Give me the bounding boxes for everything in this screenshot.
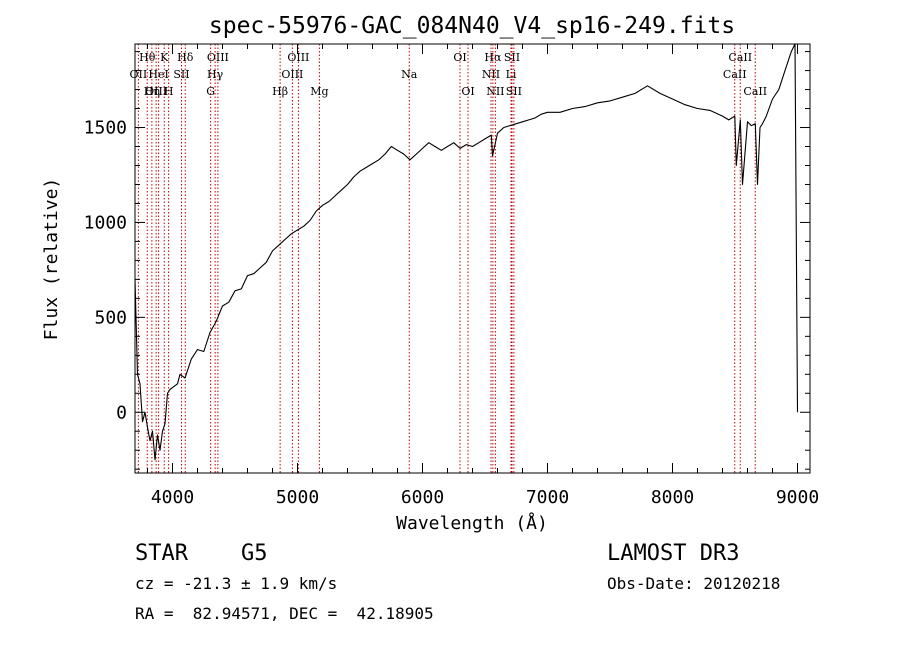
line-label-5: Hη xyxy=(144,85,160,98)
object-subclass: G5 xyxy=(241,541,268,566)
survey-name: LAMOST DR3 xyxy=(607,541,740,566)
line-label-18: OI xyxy=(461,85,474,98)
line-label-10: Hγ xyxy=(207,68,224,81)
line-label-25: CaII xyxy=(728,51,752,64)
coordinates: RA = 82.94571, DEC = 42.18905 xyxy=(135,604,434,623)
line-label-3: K xyxy=(160,51,169,64)
axis-ticks: 4000 5000 6000 7000 8000 9000 0 500 1000 1500 xyxy=(84,44,819,508)
x-tick-label: 6000 xyxy=(401,487,444,508)
line-label-20: SII xyxy=(504,51,520,64)
x-axis-label: Wavelength (Å) xyxy=(396,512,548,534)
line-label-22: Li xyxy=(506,68,517,81)
spectrum-line xyxy=(134,43,799,461)
line-label-17: OI xyxy=(453,51,466,64)
line-label-16: Na xyxy=(401,68,418,81)
x-tick-label: 4000 xyxy=(151,487,194,508)
line-label-0: Hθ xyxy=(139,51,156,64)
line-label-6: Hδ xyxy=(177,51,194,64)
x-tick-label: 8000 xyxy=(651,487,694,508)
spectrum-series xyxy=(134,43,799,461)
x-tick-label: 7000 xyxy=(526,487,569,508)
line-label-19: Hα xyxy=(484,51,502,64)
y-tick-label: 1000 xyxy=(84,212,127,233)
y-axis-label: Flux (relative) xyxy=(41,178,62,341)
x-tick-label: 5000 xyxy=(276,487,319,508)
line-label-13: OIII xyxy=(287,51,309,64)
line-label-27: CaII xyxy=(743,85,767,98)
line-label-7: SII xyxy=(173,68,189,81)
line-label-23: NII xyxy=(486,85,504,98)
object-class: STAR xyxy=(135,541,188,566)
line-label-2: OIII xyxy=(145,85,167,98)
line-label-26: CaII xyxy=(723,68,747,81)
line-label-4: HeI xyxy=(148,68,168,81)
line-label-24: SII xyxy=(506,85,522,98)
line-label-14: OIII xyxy=(281,68,303,81)
y-tick-label: 500 xyxy=(94,307,127,328)
line-label-8: H xyxy=(164,85,174,98)
y-tick-label: 1500 xyxy=(84,118,127,139)
line-label-12: Hβ xyxy=(272,85,288,98)
line-label-11: G xyxy=(206,85,215,98)
observation-date: Obs-Date: 20120218 xyxy=(607,574,781,593)
x-tick-label: 9000 xyxy=(776,487,819,508)
y-tick-label: 0 xyxy=(116,402,127,423)
line-label-9: OIII xyxy=(207,51,229,64)
line-label-1: OII xyxy=(130,68,148,81)
plot-frame xyxy=(134,43,811,474)
line-label-21: NII xyxy=(482,68,500,81)
line-label-15: Mg xyxy=(310,85,328,98)
chart-title: spec-55976-GAC_084N40_V4_sp16-249.fits xyxy=(209,13,735,39)
redshift-readout: cz = -21.3 ± 1.9 km/s xyxy=(135,574,338,593)
